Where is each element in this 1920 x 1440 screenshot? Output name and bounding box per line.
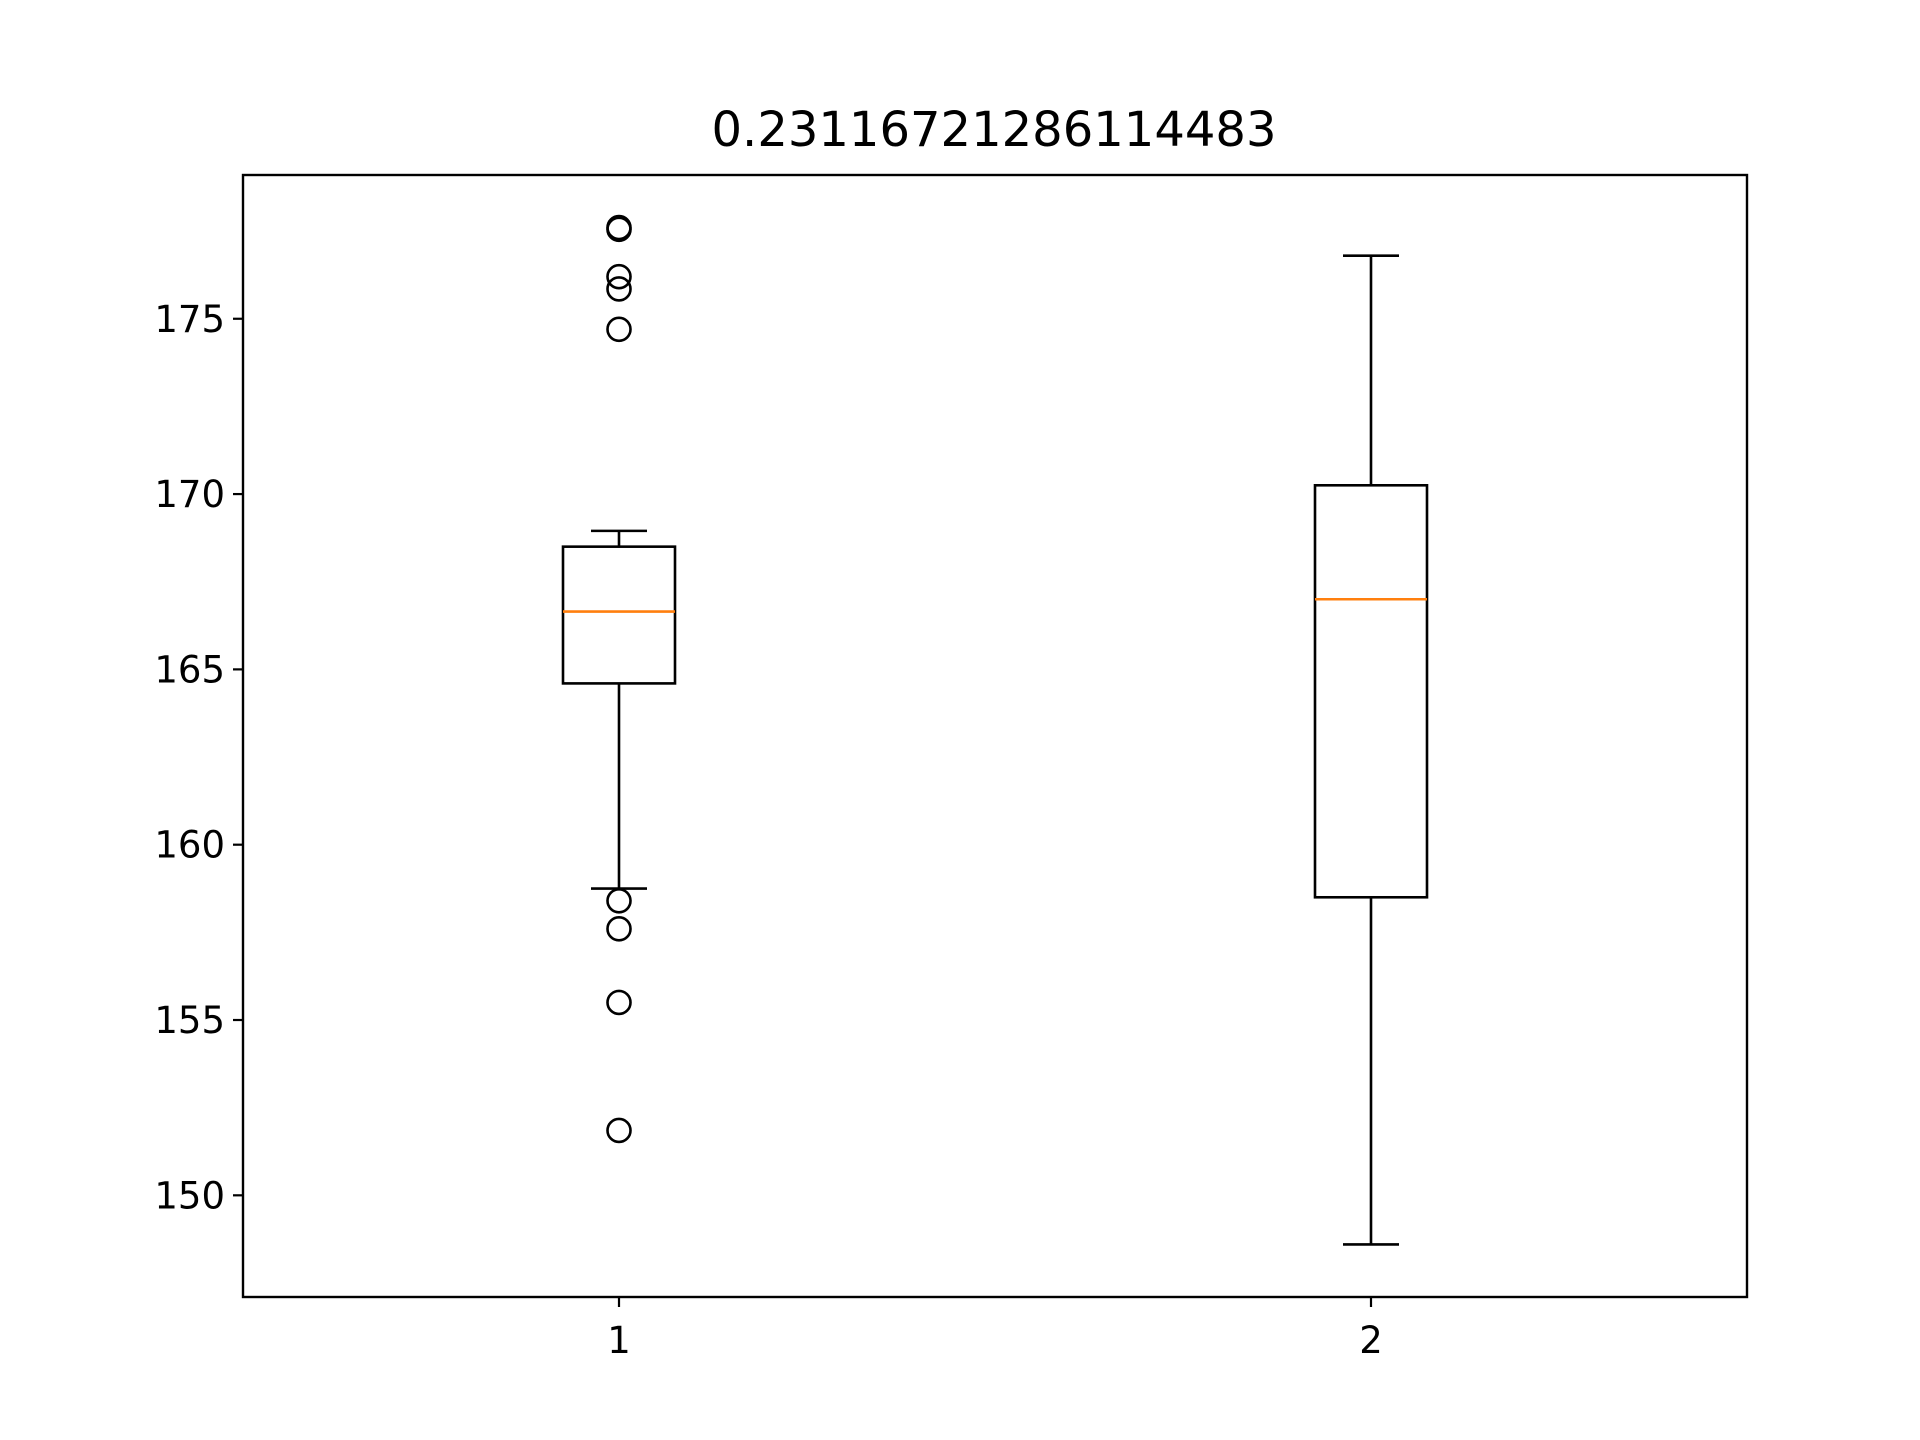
outlier-point bbox=[606, 887, 632, 914]
x-tick-label: 1 bbox=[607, 1319, 631, 1362]
y-tick-label: 155 bbox=[154, 999, 225, 1042]
outlier-point bbox=[606, 916, 632, 942]
box-iqr bbox=[561, 545, 677, 685]
outlier-point bbox=[606, 316, 632, 343]
y-tick-label: 165 bbox=[154, 648, 225, 691]
plot-area: 150 155 160 165 170 175 1 2 bbox=[154, 214, 1429, 1362]
axes-frame bbox=[241, 173, 1749, 1299]
chart-title: 0.23116721286114483 bbox=[712, 102, 1277, 158]
x-tick-label: 2 bbox=[1359, 1319, 1383, 1362]
y-tick-label: 160 bbox=[154, 824, 225, 867]
box-iqr bbox=[1313, 484, 1429, 899]
outlier-point bbox=[606, 989, 632, 1016]
y-tick-label: 150 bbox=[154, 1174, 225, 1217]
outlier-point bbox=[606, 263, 632, 290]
y-tick-label: 170 bbox=[154, 473, 225, 516]
outlier-point bbox=[606, 276, 632, 302]
outlier-point bbox=[606, 1117, 632, 1144]
outlier-point bbox=[606, 216, 632, 243]
y-tick-label: 175 bbox=[154, 298, 225, 341]
